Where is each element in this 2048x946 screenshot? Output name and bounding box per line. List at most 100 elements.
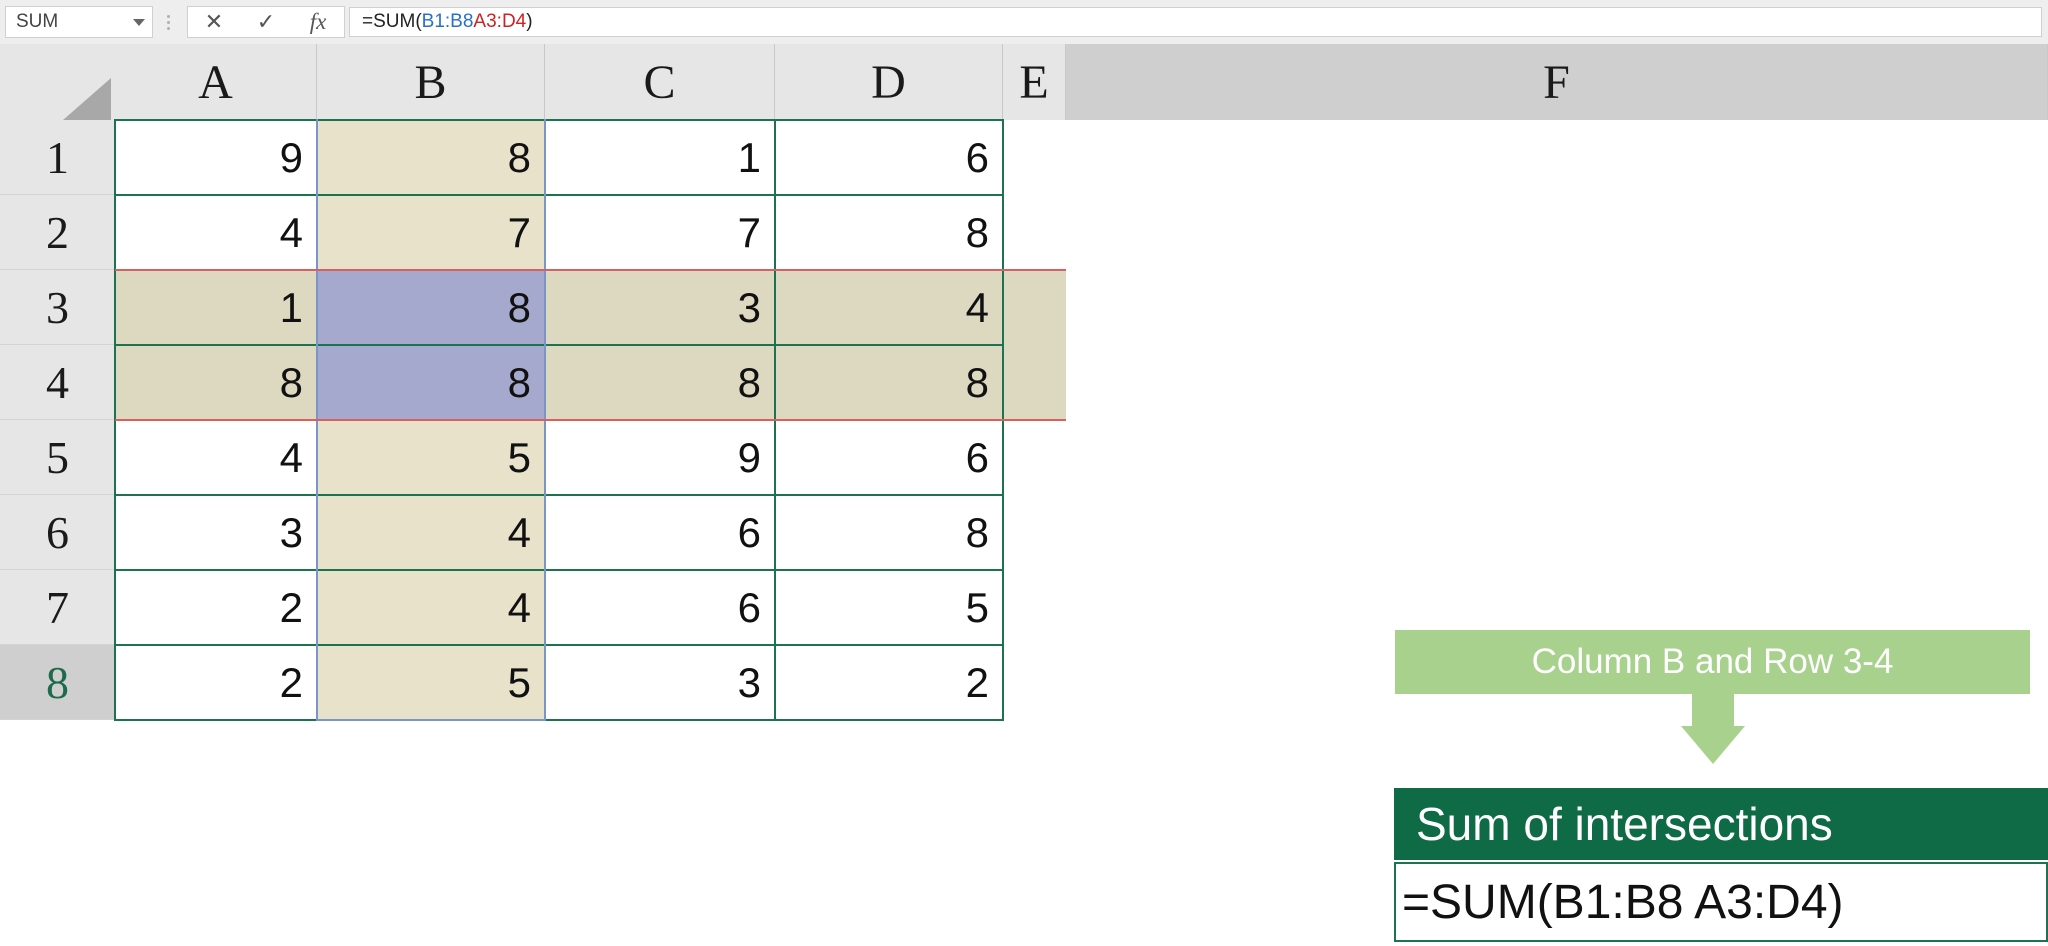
- column-header-label: F: [1543, 55, 1570, 109]
- cell-E3[interactable]: [1003, 270, 1066, 345]
- row-highlight-top-border: [115, 269, 1066, 271]
- cell-B5[interactable]: 5: [317, 420, 545, 495]
- column-header-label: E: [1019, 55, 1049, 109]
- dark-callout-label: Sum of intersections: [1394, 788, 2048, 860]
- column-header-a[interactable]: A: [115, 44, 317, 120]
- cell-D6[interactable]: 8: [775, 495, 1003, 570]
- arrow-stem: [1692, 694, 1734, 727]
- row-header-label: 4: [46, 356, 69, 408]
- grid-hline-6: [115, 569, 1003, 571]
- cell-D2[interactable]: 8: [775, 195, 1003, 270]
- cell-B3[interactable]: 8: [317, 270, 545, 345]
- formula-suffix: ): [526, 11, 533, 32]
- row-header-label: 5: [46, 431, 69, 483]
- cell-C3[interactable]: 3: [545, 270, 775, 345]
- cell-C2[interactable]: 7: [545, 195, 775, 270]
- column-header-label: A: [198, 55, 233, 109]
- cell-C4[interactable]: 8: [545, 345, 775, 420]
- insert-function-icon[interactable]: fx: [309, 9, 327, 34]
- col-highlight-bottom-border: [317, 719, 545, 721]
- cell-E1[interactable]: [1003, 120, 1066, 195]
- row-highlight-bottom-border: [115, 419, 1066, 421]
- cell-C1[interactable]: 1: [545, 120, 775, 195]
- column-header-label: D: [871, 55, 906, 109]
- column-header-f[interactable]: F: [1066, 44, 2048, 120]
- column-header-label: C: [643, 55, 676, 109]
- cell-D1[interactable]: 6: [775, 120, 1003, 195]
- cell-B8[interactable]: 5: [317, 645, 545, 720]
- cell-D7[interactable]: 5: [775, 570, 1003, 645]
- row-header-label: 8: [46, 656, 69, 708]
- green-callout-label: Column B and Row 3-4: [1395, 630, 2030, 694]
- row-header-5[interactable]: 5: [0, 420, 115, 495]
- cell-A7[interactable]: 2: [115, 570, 317, 645]
- grid-hline-1: [115, 194, 1003, 196]
- row-header-8[interactable]: 8: [0, 645, 115, 720]
- drag-handle-icon[interactable]: [153, 7, 183, 37]
- cancel-formula-button[interactable]: ✕: [204, 9, 224, 34]
- cell-C8[interactable]: 3: [545, 645, 775, 720]
- formula-input[interactable]: =SUM(B1:B8 A3:D4): [349, 7, 2042, 37]
- cell-B1[interactable]: 8: [317, 120, 545, 195]
- formula-actions: ✕ ✓ fx: [187, 6, 345, 38]
- cell-D4[interactable]: 8: [775, 345, 1003, 420]
- cell-C7[interactable]: 6: [545, 570, 775, 645]
- cell-E8[interactable]: [1003, 645, 1066, 720]
- row-header-7[interactable]: 7: [0, 570, 115, 645]
- column-header-label: B: [414, 55, 447, 109]
- formula-ref-1: B1:B8: [421, 11, 474, 32]
- row-header-label: 3: [46, 281, 69, 333]
- cell-B6[interactable]: 4: [317, 495, 545, 570]
- cell-D8[interactable]: 2: [775, 645, 1003, 720]
- cell-A2[interactable]: 4: [115, 195, 317, 270]
- arrow-down-icon: [1681, 726, 1745, 764]
- grid-hline-0: [115, 119, 1003, 121]
- cell-A5[interactable]: 4: [115, 420, 317, 495]
- cell-A1[interactable]: 9: [115, 120, 317, 195]
- chevron-down-icon[interactable]: [126, 18, 152, 26]
- column-header-b[interactable]: B: [317, 44, 545, 120]
- select-all-triangle-icon: [63, 78, 111, 120]
- grid-hline-5: [115, 494, 1003, 496]
- row-header-label: 6: [46, 506, 69, 558]
- cell-C6[interactable]: 6: [545, 495, 775, 570]
- row-header-6[interactable]: 6: [0, 495, 115, 570]
- cell-E6[interactable]: [1003, 495, 1066, 570]
- row-header-2[interactable]: 2: [0, 195, 115, 270]
- cell-A8[interactable]: 2: [115, 645, 317, 720]
- cell-E5[interactable]: [1003, 420, 1066, 495]
- cell-A6[interactable]: 3: [115, 495, 317, 570]
- grid-hline-3: [115, 344, 1003, 346]
- cell-A4[interactable]: 8: [115, 345, 317, 420]
- grid-hline-8: [115, 719, 1003, 721]
- confirm-formula-button[interactable]: ✓: [256, 9, 276, 34]
- row-header-3[interactable]: 3: [0, 270, 115, 345]
- cell-B7[interactable]: 4: [317, 570, 545, 645]
- cell-B2[interactable]: 7: [317, 195, 545, 270]
- cell-D5[interactable]: 6: [775, 420, 1003, 495]
- formula-prefix: =SUM(: [362, 11, 422, 32]
- formula-bar: SUM ✕ ✓ fx =SUM(B1:B8 A3:D4): [0, 0, 2048, 44]
- select-all-corner[interactable]: [0, 44, 116, 120]
- cell-D3[interactable]: 4: [775, 270, 1003, 345]
- cell-A3[interactable]: 1: [115, 270, 317, 345]
- row-header-4[interactable]: 4: [0, 345, 115, 420]
- cell-E2[interactable]: [1003, 195, 1066, 270]
- row-header-label: 1: [46, 131, 69, 183]
- result-formula-cell[interactable]: =SUM(B1:B8 A3:D4): [1394, 862, 2048, 942]
- row-header-label: 7: [46, 581, 69, 633]
- row-header-label: 2: [46, 206, 69, 258]
- column-header-d[interactable]: D: [775, 44, 1003, 120]
- cell-C5[interactable]: 9: [545, 420, 775, 495]
- cell-E4[interactable]: [1003, 345, 1066, 420]
- name-box[interactable]: SUM: [5, 6, 153, 38]
- cell-E7[interactable]: [1003, 570, 1066, 645]
- column-header-e[interactable]: E: [1003, 44, 1066, 120]
- formula-ref-2: A3:D4: [473, 11, 527, 32]
- cell-B4[interactable]: 8: [317, 345, 545, 420]
- grid-hline-7: [115, 644, 1003, 646]
- name-box-value: SUM: [16, 11, 59, 32]
- row-header-1[interactable]: 1: [0, 120, 115, 195]
- column-header-c[interactable]: C: [545, 44, 775, 120]
